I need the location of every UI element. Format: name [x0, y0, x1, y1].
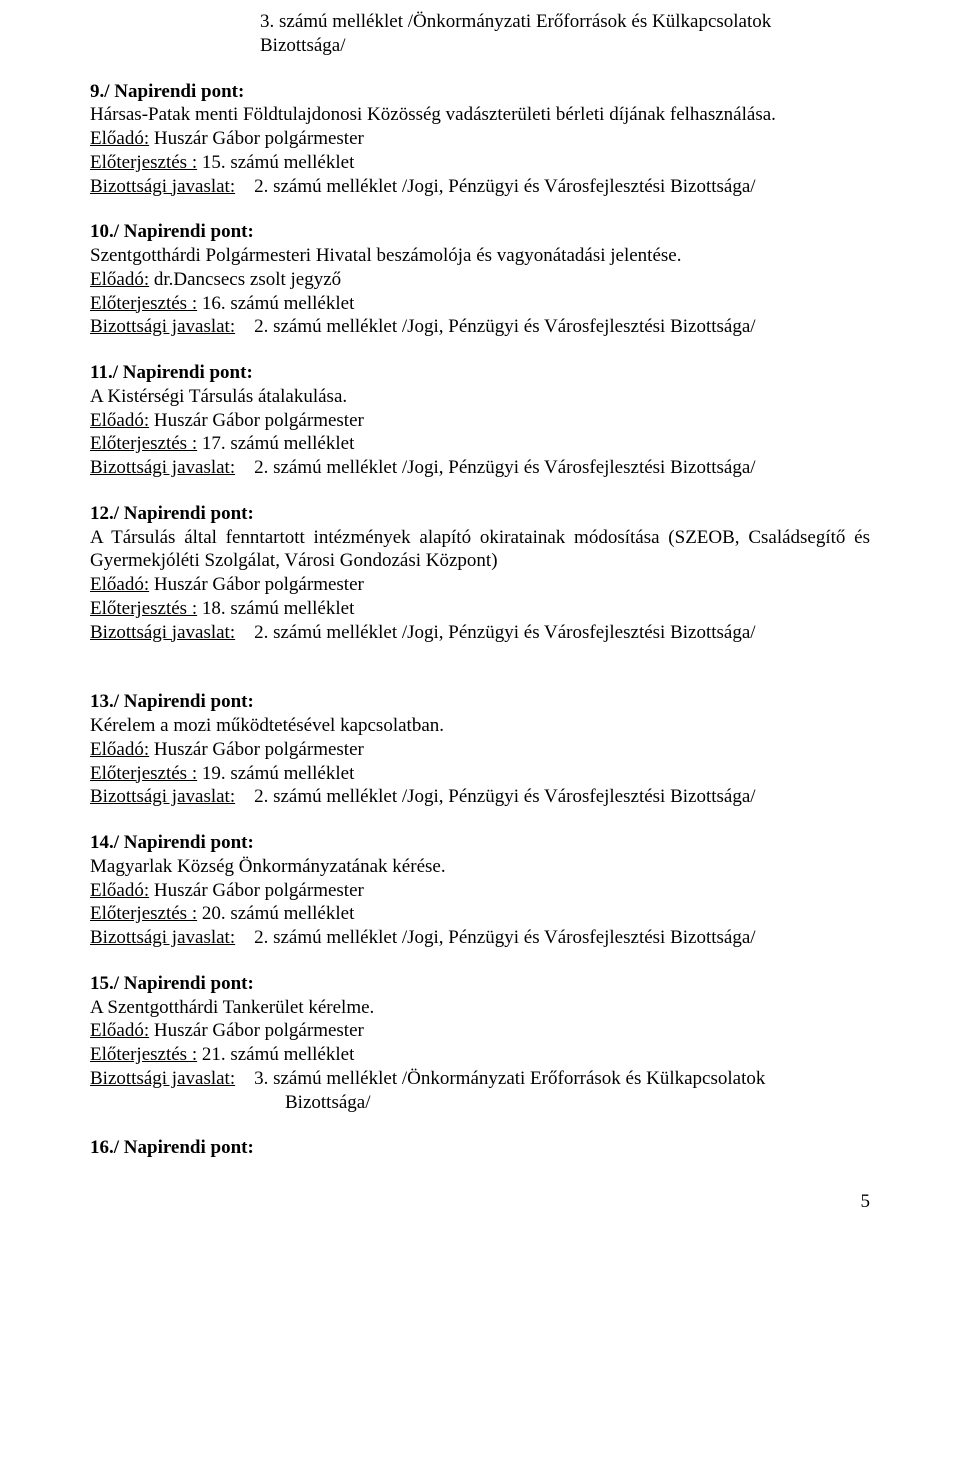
- agenda-title: Kérelem a mozi működtetésével kapcsolatb…: [90, 714, 870, 738]
- presenter-label: Előadó:: [90, 128, 149, 149]
- presenter-name: Huszár Gábor polgármester: [149, 128, 364, 149]
- top-committee-ref: 3. számú melléklet /Önkormányzati Erőfor…: [90, 10, 870, 58]
- committee-label: Bizottsági javaslat:: [90, 457, 235, 478]
- committee-value-line2: Bizottsága/: [90, 1091, 870, 1115]
- committee-label: Bizottsági javaslat:: [90, 786, 235, 807]
- presenter-name: Huszár Gábor polgármester: [149, 880, 364, 901]
- attachment-value: 18. számú melléklet: [197, 598, 354, 619]
- committee-value: 2. számú melléklet /Jogi, Pénzügyi és Vá…: [235, 622, 755, 643]
- attachment-label: Előterjesztés :: [90, 152, 197, 173]
- presenter-label: Előadó:: [90, 1020, 149, 1041]
- committee-value: 3. számú melléklet /Önkormányzati Erőfor…: [235, 1068, 765, 1089]
- committee-label: Bizottsági javaslat:: [90, 1068, 235, 1089]
- attachment-value: 21. számú melléklet: [197, 1044, 354, 1065]
- attachment-value: 19. számú melléklet: [197, 763, 354, 784]
- presenter-name: dr.Dancsecs zsolt jegyző: [149, 269, 341, 290]
- attachment-label: Előterjesztés :: [90, 1044, 197, 1065]
- attachment-label: Előterjesztés :: [90, 433, 197, 454]
- attachment-label: Előterjesztés :: [90, 903, 197, 924]
- committee-label: Bizottsági javaslat:: [90, 927, 235, 948]
- committee-label: Bizottsági javaslat:: [90, 622, 235, 643]
- agenda-item: 11./ Napirendi pont:A Kistérségi Társulá…: [90, 361, 870, 480]
- agenda-item: 13./ Napirendi pont:Kérelem a mozi működ…: [90, 690, 870, 809]
- attachment-label: Előterjesztés :: [90, 763, 197, 784]
- presenter-label: Előadó:: [90, 574, 149, 595]
- presenter-name: Huszár Gábor polgármester: [149, 410, 364, 431]
- committee-value: 2. számú melléklet /Jogi, Pénzügyi és Vá…: [235, 176, 755, 197]
- agenda-heading: 14./ Napirendi pont:: [90, 832, 254, 853]
- agenda-heading: 10./ Napirendi pont:: [90, 221, 254, 242]
- agenda-heading: 11./ Napirendi pont:: [90, 362, 253, 383]
- page-number: 5: [90, 1190, 870, 1214]
- attachment-value: 20. számú melléklet: [197, 903, 354, 924]
- presenter-label: Előadó:: [90, 880, 149, 901]
- agenda-item: 15./ Napirendi pont:A Szentgotthárdi Tan…: [90, 972, 870, 1115]
- committee-value: 2. számú melléklet /Jogi, Pénzügyi és Vá…: [235, 927, 755, 948]
- agenda-item: 9./ Napirendi pont:Hársas-Patak menti Fö…: [90, 80, 870, 199]
- agenda-heading: 15./ Napirendi pont:: [90, 973, 254, 994]
- agenda-heading: 16./ Napirendi pont:: [90, 1137, 254, 1158]
- presenter-name: Huszár Gábor polgármester: [149, 574, 364, 595]
- committee-label: Bizottsági javaslat:: [90, 176, 235, 197]
- agenda-title: Hársas-Patak menti Földtulajdonosi Közös…: [90, 103, 870, 127]
- agenda-title: Szentgotthárdi Polgármesteri Hivatal bes…: [90, 244, 870, 268]
- committee-value: 2. számú melléklet /Jogi, Pénzügyi és Vá…: [235, 457, 755, 478]
- presenter-name: Huszár Gábor polgármester: [149, 1020, 364, 1041]
- attachment-value: 17. számú melléklet: [197, 433, 354, 454]
- agenda-heading: 13./ Napirendi pont:: [90, 691, 254, 712]
- agenda-item-16: 16./ Napirendi pont:: [90, 1136, 870, 1160]
- agenda-title: Magyarlak Község Önkormányzatának kérése…: [90, 855, 870, 879]
- presenter-label: Előadó:: [90, 739, 149, 760]
- presenter-label: Előadó:: [90, 269, 149, 290]
- attachment-label: Előterjesztés :: [90, 598, 197, 619]
- agenda-heading: 9./ Napirendi pont:: [90, 81, 244, 102]
- agenda-item: 14./ Napirendi pont:Magyarlak Község Önk…: [90, 831, 870, 950]
- top-line-2: Bizottsága/: [90, 34, 870, 58]
- committee-value: 2. számú melléklet /Jogi, Pénzügyi és Vá…: [235, 786, 755, 807]
- agenda-item: 12./ Napirendi pont:A Társulás által fen…: [90, 502, 870, 645]
- presenter-name: Huszár Gábor polgármester: [149, 739, 364, 760]
- agenda-title: A Kistérségi Társulás átalakulása.: [90, 385, 870, 409]
- presenter-label: Előadó:: [90, 410, 149, 431]
- committee-label: Bizottsági javaslat:: [90, 316, 235, 337]
- committee-value: 2. számú melléklet /Jogi, Pénzügyi és Vá…: [235, 316, 755, 337]
- agenda-item: 10./ Napirendi pont:Szentgotthárdi Polgá…: [90, 220, 870, 339]
- attachment-label: Előterjesztés :: [90, 293, 197, 314]
- attachment-value: 15. számú melléklet: [197, 152, 354, 173]
- agenda-title: A Szentgotthárdi Tankerület kérelme.: [90, 996, 870, 1020]
- agenda-heading: 12./ Napirendi pont:: [90, 503, 254, 524]
- attachment-value: 16. számú melléklet: [197, 293, 354, 314]
- agenda-title: A Társulás által fenntartott intézmények…: [90, 526, 870, 574]
- top-line-1: 3. számú melléklet /Önkormányzati Erőfor…: [90, 10, 870, 34]
